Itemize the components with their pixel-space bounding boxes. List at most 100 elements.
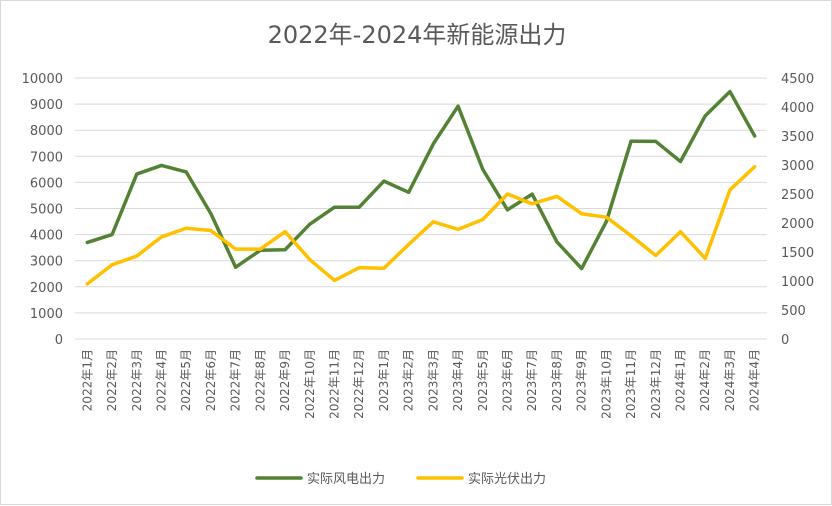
x-tick-label: 2022年1月 (80, 349, 94, 411)
series-line-1 (85, 164, 757, 286)
data-point-series-1 (703, 256, 707, 260)
right-y-tick-label: 2500 (781, 188, 814, 203)
data-point-series-0 (654, 139, 658, 143)
data-point-series-1 (184, 226, 188, 230)
x-tick-label: 2022年11月 (328, 349, 342, 419)
data-point-series-1 (530, 202, 534, 206)
legend-label: 实际风电出力 (307, 472, 385, 487)
right-y-tick-label: 0 (781, 333, 789, 348)
left-y-tick-label: 3000 (30, 255, 63, 270)
x-tick-label: 2022年12月 (352, 349, 366, 419)
data-point-series-0 (308, 222, 312, 226)
data-point-series-1 (555, 194, 559, 198)
x-tick-label: 2022年8月 (253, 349, 267, 411)
data-point-series-1 (85, 282, 89, 286)
data-point-series-0 (160, 163, 163, 167)
data-point-series-0 (407, 190, 411, 194)
series-lines (85, 89, 757, 286)
left-y-tick-label: 2000 (30, 281, 63, 296)
x-tick-label: 2023年5月 (476, 349, 490, 411)
x-tick-label: 2024年4月 (748, 349, 762, 411)
data-point-series-0 (431, 142, 435, 146)
right-y-tick-label: 4000 (781, 101, 814, 116)
data-point-series-0 (184, 170, 188, 174)
x-tick-label: 2023年7月 (525, 349, 539, 411)
data-point-series-0 (580, 267, 584, 271)
x-tick-label: 2022年2月 (105, 349, 119, 411)
data-point-series-0 (506, 208, 509, 212)
data-point-series-1 (110, 263, 114, 267)
x-tick-label: 2023年1月 (377, 349, 391, 411)
right-y-tick-label: 4500 (781, 72, 814, 87)
right-y-tick-label: 500 (781, 304, 806, 319)
x-tick-label: 2024年3月 (723, 349, 737, 411)
data-point-series-0 (333, 205, 336, 209)
data-point-series-0 (629, 139, 633, 143)
data-point-series-0 (481, 167, 485, 171)
left-y-tick-label: 9000 (30, 98, 63, 113)
right-y-tick-label: 1000 (781, 275, 814, 290)
x-tick-label: 2022年7月 (229, 349, 243, 411)
left-y-axis: 0 1000 2000 3000 4000 5000 6000 7000 8000 9000 100… (22, 72, 63, 348)
x-tick-label: 2022年10月 (303, 349, 317, 419)
series-line-0 (85, 89, 757, 271)
legend-label: 实际光伏出力 (468, 472, 546, 487)
left-y-tick-label: 5000 (30, 203, 63, 218)
data-point-series-1 (629, 234, 633, 238)
right-y-tick-label: 3500 (781, 130, 814, 145)
data-point-series-1 (308, 258, 312, 262)
data-point-series-0 (357, 205, 361, 209)
data-point-series-1 (679, 230, 682, 234)
x-tick-label: 2023年6月 (501, 349, 515, 411)
data-point-series-1 (135, 254, 139, 258)
data-point-series-1 (604, 215, 608, 219)
data-point-series-0 (753, 134, 757, 138)
x-axis: 2022年1月 2022年2月 2022年3月 2022年4月 2022年5月 2022年… (80, 349, 761, 419)
left-y-tick-label: 7000 (30, 150, 63, 165)
right-y-axis: 0 500 1000 1500 2000 2500 3000 3500 4000 4500 (781, 72, 814, 348)
data-point-series-1 (728, 188, 732, 192)
data-point-series-0 (209, 212, 213, 216)
data-point-series-1 (258, 247, 262, 251)
x-tick-label: 2022年4月 (155, 349, 169, 411)
right-y-tick-label: 1500 (781, 246, 814, 261)
data-point-series-0 (703, 114, 707, 118)
x-tick-label: 2024年2月 (698, 349, 712, 411)
data-point-series-1 (431, 220, 435, 224)
data-point-series-0 (679, 160, 682, 164)
data-point-series-1 (382, 266, 386, 270)
left-y-tick-label: 0 (55, 333, 63, 348)
x-tick-label: 2023年2月 (402, 349, 416, 411)
x-tick-label: 2022年3月 (130, 349, 144, 411)
x-tick-label: 2023年11月 (624, 349, 638, 419)
x-tick-label: 2023年8月 (550, 349, 564, 411)
data-point-series-1 (456, 227, 460, 231)
left-y-tick-label: 4000 (30, 229, 63, 244)
data-point-series-1 (333, 278, 336, 282)
x-tick-label: 2022年6月 (204, 349, 218, 411)
data-point-series-0 (283, 248, 287, 252)
data-point-series-1 (234, 247, 238, 251)
x-tick-label: 2024年1月 (674, 349, 688, 411)
data-point-series-0 (135, 172, 139, 176)
data-point-series-1 (357, 266, 361, 270)
data-point-series-0 (604, 220, 608, 224)
data-point-series-1 (481, 218, 485, 222)
right-y-tick-label: 3000 (781, 159, 814, 174)
left-y-tick-label: 6000 (30, 176, 63, 191)
data-point-series-0 (530, 192, 534, 196)
right-y-tick-label: 2000 (781, 217, 814, 232)
data-point-series-0 (382, 179, 386, 183)
x-tick-label: 2023年12月 (649, 349, 663, 419)
data-point-series-1 (654, 253, 658, 257)
x-tick-label: 2023年9月 (575, 349, 589, 411)
left-y-tick-label: 1000 (30, 307, 63, 322)
x-tick-label: 2023年10月 (599, 349, 613, 419)
data-point-series-1 (753, 165, 757, 169)
x-tick-label: 2023年4月 (451, 349, 465, 411)
data-point-series-1 (506, 192, 509, 196)
left-y-tick-label: 10000 (22, 72, 63, 87)
left-y-tick-label: 8000 (30, 124, 63, 139)
